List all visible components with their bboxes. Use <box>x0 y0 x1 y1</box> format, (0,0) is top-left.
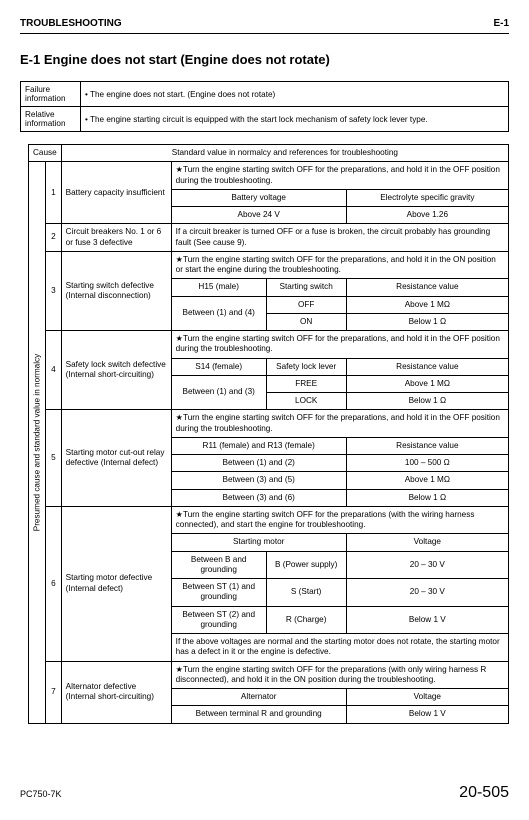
row6-r3c1: Between ST (1) and grounding <box>171 579 266 607</box>
row3-h1: H15 (male) <box>171 279 266 296</box>
row4-r2c3: Above 1 MΩ <box>346 375 508 392</box>
footer-right: 20-505 <box>459 784 509 802</box>
row6-r2c2: B (Power supply) <box>266 551 346 579</box>
row5-r3c1: Between (3) and (5) <box>171 472 346 489</box>
row1-num: 1 <box>46 162 62 224</box>
row3-num: 3 <box>46 251 62 330</box>
row5-r4c1: Between (3) and (6) <box>171 489 346 506</box>
row4-cause: Safety lock switch defective (Internal s… <box>61 331 171 410</box>
row6-num: 6 <box>46 506 62 661</box>
row3-r3c3: Below 1 Ω <box>346 313 508 330</box>
row4-h1: S14 (female) <box>171 358 266 375</box>
page-header: TROUBLESHOOTING E-1 <box>20 18 509 29</box>
row6-r4c1: Between ST (2) and grounding <box>171 606 266 634</box>
row7-h1: Alternator <box>171 689 346 706</box>
row4-num: 4 <box>46 331 62 410</box>
row3-star: Turn the engine starting switch OFF for … <box>171 251 508 279</box>
th-std: Standard value in normalcy and reference… <box>61 145 508 162</box>
row4-h2: Safety lock lever <box>266 358 346 375</box>
row1-h2: Electrolyte specific gravity <box>346 189 508 206</box>
relative-text: • The engine starting circuit is equippe… <box>81 107 509 132</box>
row5-num: 5 <box>46 410 62 507</box>
row6-note: If the above voltages are normal and the… <box>171 634 508 662</box>
row3-r3c2: ON <box>266 313 346 330</box>
row7-h2: Voltage <box>346 689 508 706</box>
row4-r2c2: FREE <box>266 375 346 392</box>
row6-r4c2: R (Charge) <box>266 606 346 634</box>
row4-star: Turn the engine starting switch OFF for … <box>171 331 508 359</box>
row6-r3c2: S (Start) <box>266 579 346 607</box>
row7-r2c2: Below 1 V <box>346 706 508 723</box>
row1-cause: Battery capacity insufficient <box>61 162 171 224</box>
row6-r3c3: 20 – 30 V <box>346 579 508 607</box>
failure-info-table: Failure information • The engine does no… <box>20 81 509 132</box>
row7-r2c1: Between terminal R and grounding <box>171 706 346 723</box>
failure-text: • The engine does not start. (Engine doe… <box>81 82 509 107</box>
row4-r3c2: LOCK <box>266 393 346 410</box>
header-right: E-1 <box>493 18 509 29</box>
row5-cause: Starting motor cut-out relay defective (… <box>61 410 171 507</box>
row5-h2: Resistance value <box>346 437 508 454</box>
row4-h3: Resistance value <box>346 358 508 375</box>
row3-r2c2: OFF <box>266 296 346 313</box>
row5-h1: R11 (female) and R13 (female) <box>171 437 346 454</box>
row6-r2c1: Between B and grounding <box>171 551 266 579</box>
section-title: E-1 Engine does not start (Engine does n… <box>20 52 509 67</box>
side-label: Presumed cause and standard value in nor… <box>29 162 46 723</box>
row7-star: Turn the engine starting switch OFF for … <box>171 661 508 689</box>
row4-r3c3: Below 1 Ω <box>346 393 508 410</box>
row5-r2c1: Between (1) and (2) <box>171 455 346 472</box>
row3-cause: Starting switch defective (Internal disc… <box>61 251 171 330</box>
row2-num: 2 <box>46 224 62 252</box>
relative-label: Relative information <box>21 107 81 132</box>
row5-r4c2: Below 1 Ω <box>346 489 508 506</box>
row3-r2c1: Between (1) and (4) <box>171 296 266 331</box>
page-footer: PC750-7K 20-505 <box>20 784 509 802</box>
row3-h2: Starting switch <box>266 279 346 296</box>
row7-cause: Alternator defective (Internal short-cir… <box>61 661 171 723</box>
row7-num: 7 <box>46 661 62 723</box>
row3-h3: Resistance value <box>346 279 508 296</box>
row5-star: Turn the engine starting switch OFF for … <box>171 410 508 438</box>
row5-r3c2: Above 1 MΩ <box>346 472 508 489</box>
row5-r2c2: 100 – 500 Ω <box>346 455 508 472</box>
header-left: TROUBLESHOOTING <box>20 18 122 29</box>
row2-text: If a circuit breaker is turned OFF or a … <box>171 224 508 252</box>
row1-v2: Above 1.26 <box>346 207 508 224</box>
row1-h1: Battery voltage <box>171 189 346 206</box>
row6-r4c3: Below 1 V <box>346 606 508 634</box>
row6-r2c3: 20 – 30 V <box>346 551 508 579</box>
th-cause: Cause <box>29 145 62 162</box>
row1-star: Turn the engine starting switch OFF for … <box>171 162 508 190</box>
failure-label: Failure information <box>21 82 81 107</box>
row6-h2: Voltage <box>346 534 508 551</box>
row4-r2c1: Between (1) and (3) <box>171 375 266 410</box>
row6-cause: Starting motor defective (Internal defec… <box>61 506 171 661</box>
row6-h1: Starting motor <box>171 534 346 551</box>
row2-cause: Circuit breakers No. 1 or 6 or fuse 3 de… <box>61 224 171 252</box>
row1-v1: Above 24 V <box>171 207 346 224</box>
row3-r2c3: Above 1 MΩ <box>346 296 508 313</box>
row6-star: Turn the engine starting switch OFF for … <box>171 506 508 534</box>
footer-left: PC750-7K <box>20 789 62 799</box>
troubleshoot-table: Cause Standard value in normalcy and ref… <box>20 144 509 724</box>
header-rule <box>20 33 509 34</box>
